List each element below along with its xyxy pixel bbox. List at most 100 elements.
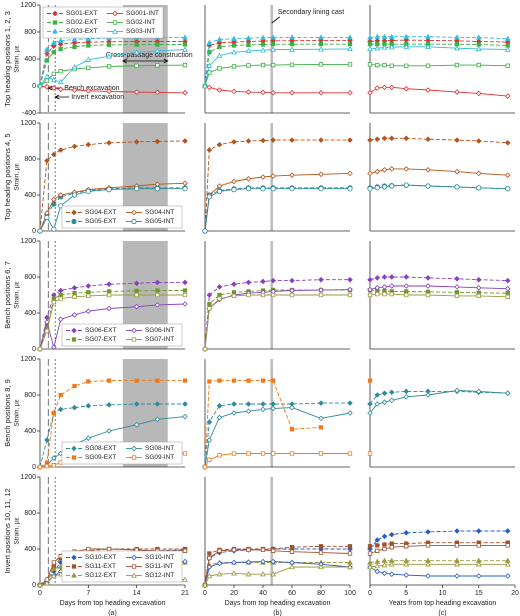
data-point <box>382 62 387 68</box>
legend-label: SG05-INT <box>145 218 174 225</box>
data-point <box>246 547 251 553</box>
y-tick-label: 1200 <box>20 356 36 363</box>
data-point <box>71 36 78 42</box>
data-point <box>217 378 222 383</box>
x-tick-label: 60 <box>288 590 296 597</box>
y-axis-label: Bench positions 6, 7 <box>3 261 12 329</box>
legend-swatch <box>71 572 77 578</box>
series-line <box>204 187 350 232</box>
data-point <box>367 186 373 192</box>
data-point <box>454 62 460 68</box>
data-point <box>347 34 353 40</box>
data-point <box>403 572 410 578</box>
data-point <box>231 451 237 456</box>
legend-swatch <box>131 209 137 216</box>
data-point <box>388 274 395 280</box>
legend-swatch <box>112 28 118 34</box>
data-point <box>231 547 237 553</box>
data-point <box>154 416 161 423</box>
data-point <box>50 572 57 579</box>
data-point <box>231 401 237 407</box>
data-point <box>389 63 394 68</box>
data-point <box>425 275 431 281</box>
data-point <box>289 287 295 294</box>
data-point <box>425 43 431 50</box>
data-point <box>504 35 511 41</box>
data-point <box>367 276 373 283</box>
data-point <box>367 292 373 298</box>
data-point <box>182 89 188 96</box>
data-point <box>475 561 482 567</box>
data-point <box>381 562 388 568</box>
data-point <box>504 140 511 146</box>
data-point <box>347 276 353 283</box>
series-line <box>204 43 350 87</box>
data-point <box>381 84 388 91</box>
data-point <box>270 34 277 40</box>
data-point <box>347 62 353 67</box>
x-tick-label: 40 <box>259 590 267 597</box>
series-line <box>39 49 186 87</box>
data-point <box>106 42 112 47</box>
data-point <box>57 37 64 43</box>
legend-swatch <box>112 20 118 25</box>
data-point <box>367 45 373 52</box>
data-point <box>318 186 324 192</box>
data-point <box>44 463 50 469</box>
data-point <box>85 87 92 94</box>
data-point <box>347 410 353 416</box>
legend-label: SG03-INT <box>126 28 155 35</box>
data-point <box>381 399 388 405</box>
data-point <box>155 63 160 68</box>
data-point <box>454 561 460 567</box>
data-point <box>388 571 395 577</box>
data-point <box>270 558 276 565</box>
x-tick-label: 100 <box>344 590 356 597</box>
data-point <box>475 573 482 579</box>
data-point <box>85 283 92 289</box>
data-point <box>289 545 295 550</box>
data-point <box>454 184 460 190</box>
data-point <box>454 293 460 299</box>
data-point <box>57 78 64 85</box>
data-point <box>246 42 251 47</box>
data-point <box>347 559 353 565</box>
data-point <box>207 301 212 307</box>
data-point <box>260 451 266 456</box>
data-point <box>231 178 237 185</box>
data-point <box>367 544 373 549</box>
data-point <box>106 402 112 408</box>
data-point <box>505 291 510 296</box>
data-point <box>289 172 295 178</box>
data-point <box>388 84 395 91</box>
annotation-arrow <box>271 16 280 24</box>
data-point <box>403 283 410 289</box>
data-point <box>347 41 353 47</box>
series-line <box>39 182 186 232</box>
data-point <box>245 279 252 286</box>
data-point <box>260 278 266 285</box>
data-point <box>270 571 277 577</box>
data-point <box>403 561 410 567</box>
data-point <box>206 437 213 443</box>
data-point <box>318 292 324 298</box>
y-tick-label: 0 <box>32 83 36 90</box>
data-point <box>260 47 266 53</box>
data-point <box>71 192 78 198</box>
data-point <box>50 565 57 571</box>
data-point <box>106 292 112 298</box>
legend-label: SG03-EXT <box>66 28 97 35</box>
data-point <box>289 277 295 284</box>
data-point <box>134 292 139 298</box>
data-point <box>71 87 78 93</box>
data-point <box>37 82 43 89</box>
data-point <box>403 166 410 172</box>
data-point <box>206 84 213 91</box>
data-point <box>58 46 63 52</box>
data-point <box>245 35 252 41</box>
data-point <box>374 33 381 39</box>
y-tick-label: 400 <box>24 546 36 553</box>
data-point <box>155 42 160 47</box>
data-point <box>375 548 380 553</box>
data-point <box>202 464 208 470</box>
